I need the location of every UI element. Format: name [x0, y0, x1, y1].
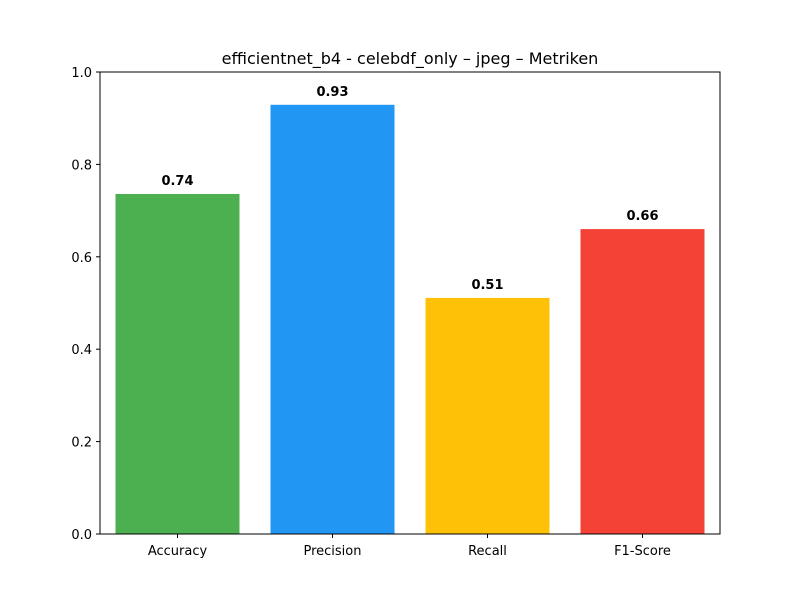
- plot-frame: [99, 71, 721, 535]
- x-tick-label: Recall: [468, 544, 507, 559]
- y-axis: 0.0 0.2 0.4 0.6 0.8 1.0: [71, 66, 100, 543]
- data-label: 0.66: [626, 209, 658, 224]
- data-labels-layer: 0.74 0.93 0.51 0.66: [161, 85, 658, 293]
- x-tick-label: Accuracy: [148, 544, 208, 559]
- y-tick-label: 0.2: [71, 436, 92, 451]
- chart-title: efficientnet_b4 - celebdf_only – jpeg – …: [222, 49, 599, 69]
- bar-precision: [270, 104, 395, 534]
- bar-recall: [425, 297, 550, 534]
- y-tick-label: 0.8: [71, 158, 92, 173]
- y-tick-label: 1.0: [71, 66, 92, 81]
- y-tick-label: 0.6: [71, 251, 92, 266]
- bar-f1-score: [580, 229, 705, 534]
- y-tick-label: 0.4: [71, 343, 92, 358]
- data-label: 0.51: [471, 278, 503, 293]
- data-label: 0.93: [316, 85, 348, 100]
- x-tick-label: F1-Score: [614, 544, 671, 559]
- x-tick-label: Precision: [303, 544, 361, 559]
- y-tick-label: 0.0: [71, 528, 92, 543]
- x-axis: Accuracy Precision Recall F1-Score: [148, 534, 671, 559]
- data-label: 0.74: [161, 174, 193, 189]
- bar-accuracy: [115, 193, 240, 534]
- bars-layer: [115, 104, 705, 534]
